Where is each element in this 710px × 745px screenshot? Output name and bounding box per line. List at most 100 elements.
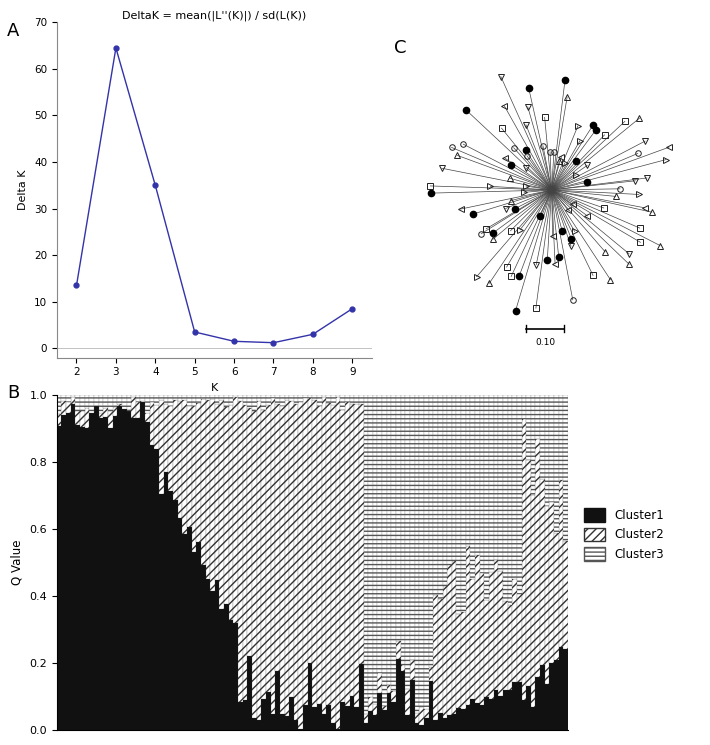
Bar [238, 401, 243, 703]
Bar [438, 599, 442, 712]
Bar [66, 402, 71, 413]
Bar [168, 491, 173, 730]
Bar [57, 414, 62, 425]
Bar [298, 729, 303, 730]
Bar [480, 395, 484, 573]
Bar [442, 718, 447, 730]
Bar [215, 395, 219, 404]
Bar [294, 404, 298, 720]
Bar [382, 395, 387, 706]
Bar [354, 395, 359, 404]
Bar [256, 402, 261, 720]
Bar [545, 395, 550, 507]
Bar [289, 697, 294, 730]
Bar [94, 400, 99, 406]
Bar [66, 395, 71, 402]
Bar [517, 395, 522, 594]
Bar [550, 395, 554, 502]
Bar [433, 720, 438, 730]
Bar [522, 395, 526, 419]
Bar [178, 518, 182, 730]
Bar [489, 572, 493, 699]
Bar [71, 404, 75, 730]
Bar [224, 395, 229, 408]
Bar [252, 718, 256, 730]
Bar [447, 565, 452, 715]
Bar [271, 398, 275, 714]
Bar [103, 417, 108, 730]
Bar [466, 705, 471, 730]
Bar [71, 395, 75, 397]
Bar [503, 690, 508, 730]
Bar [475, 703, 480, 730]
Bar [192, 395, 196, 405]
Y-axis label: Delta K: Delta K [18, 170, 28, 210]
Bar [303, 705, 307, 730]
Bar [275, 405, 280, 671]
Bar [531, 395, 535, 495]
Bar [122, 402, 126, 408]
Bar [424, 395, 429, 708]
Bar [531, 707, 535, 730]
Bar [410, 680, 415, 730]
Bar [420, 707, 424, 725]
Bar [368, 711, 373, 730]
Bar [210, 399, 215, 591]
Bar [484, 395, 489, 600]
Bar [359, 405, 364, 664]
Bar [280, 406, 285, 714]
Bar [540, 479, 545, 665]
Bar [503, 601, 508, 690]
Bar [238, 703, 243, 730]
Bar [480, 573, 484, 705]
Bar [89, 395, 94, 413]
Bar [471, 700, 475, 730]
Bar [75, 410, 80, 425]
Bar [243, 700, 247, 730]
Bar [480, 705, 484, 730]
Bar [415, 395, 420, 714]
Bar [99, 413, 103, 419]
Bar [424, 708, 429, 717]
Bar [340, 395, 345, 410]
Bar [429, 395, 433, 667]
Bar [131, 397, 136, 419]
Bar [410, 660, 415, 680]
Bar [317, 395, 322, 406]
Bar [447, 715, 452, 730]
Bar [145, 422, 150, 730]
Bar [429, 682, 433, 730]
Bar [224, 604, 229, 730]
Bar [498, 395, 503, 571]
Bar [303, 395, 307, 398]
Bar [484, 600, 489, 697]
Bar [391, 702, 396, 730]
Bar [243, 395, 247, 405]
Bar [345, 395, 349, 402]
Bar [545, 684, 550, 730]
Bar [368, 697, 373, 711]
Bar [382, 706, 387, 711]
Bar [196, 542, 201, 730]
Bar [312, 707, 317, 730]
Bar [405, 689, 410, 715]
Bar [178, 401, 182, 518]
Title: DeltaK = mean(|L''(K)|) / sd(L(K)): DeltaK = mean(|L''(K)|) / sd(L(K)) [122, 10, 307, 21]
Bar [173, 500, 178, 730]
Bar [89, 405, 94, 413]
Bar [433, 395, 438, 595]
Bar [80, 427, 84, 730]
Bar [113, 416, 117, 730]
Bar [442, 395, 447, 586]
Bar [364, 723, 368, 730]
Bar [373, 715, 378, 730]
Bar [457, 614, 461, 708]
Bar [368, 395, 373, 697]
Bar [535, 395, 540, 439]
Bar [57, 395, 62, 414]
Bar [526, 460, 531, 686]
Bar [512, 395, 517, 579]
Bar [471, 580, 475, 700]
Bar [285, 395, 289, 400]
Bar [508, 691, 512, 730]
